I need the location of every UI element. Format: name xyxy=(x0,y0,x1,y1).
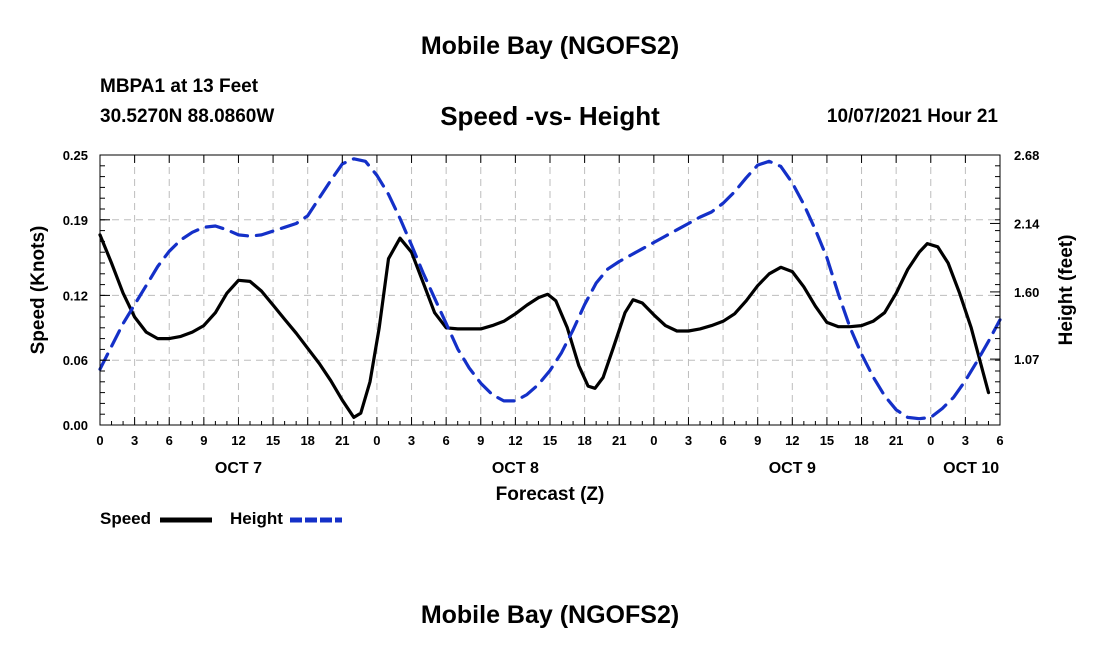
station-label: MBPA1 at 13 Feet xyxy=(100,76,259,97)
forecast-datetime: 10/07/2021 Hour 21 xyxy=(826,106,998,127)
page-title: Mobile Bay (NGOFS2) xyxy=(420,32,680,60)
x-tick-label: 6 xyxy=(166,433,173,448)
x-tick-label: 3 xyxy=(131,433,138,448)
x-tick-label: 12 xyxy=(785,433,799,448)
legend-label-height: Height xyxy=(230,509,283,528)
x-tick-label: 18 xyxy=(300,433,314,448)
x-tick-label: 9 xyxy=(477,433,484,448)
x-tick-label: 6 xyxy=(719,433,726,448)
y2-tick-label: 2.68 xyxy=(1014,148,1039,163)
legend-layer: Speed Height xyxy=(100,509,342,528)
x-tick-label: 18 xyxy=(854,433,868,448)
x-tick-label: 6 xyxy=(996,433,1003,448)
y2-axis-label: Height (feet) xyxy=(1056,235,1077,346)
x-tick-label: 21 xyxy=(335,433,349,448)
x-tick-label: 0 xyxy=(650,433,657,448)
x-tick-label: 15 xyxy=(820,433,834,448)
y-tick-label: 0.19 xyxy=(63,213,88,228)
series-line-height xyxy=(98,157,1002,421)
y2-tick-label: 1.60 xyxy=(1014,285,1039,300)
x-tick-label: 6 xyxy=(443,433,450,448)
chart-subtitle: Speed -vs- Height xyxy=(440,101,660,131)
x-tick-label: 15 xyxy=(266,433,280,448)
y-tick-label: 0.00 xyxy=(63,418,88,433)
x-tick-label: 0 xyxy=(373,433,380,448)
x-tick-label: 12 xyxy=(508,433,522,448)
x-tick-label: 21 xyxy=(889,433,903,448)
x-tick-label: 3 xyxy=(962,433,969,448)
y-axis-label: Speed (Knots) xyxy=(28,226,49,355)
x-tick-label: 3 xyxy=(408,433,415,448)
y-tick-label: 0.12 xyxy=(63,288,88,303)
date-label: OCT 9 xyxy=(769,460,816,477)
date-label: OCT 8 xyxy=(492,460,539,477)
x-axis-label: Forecast (Z) xyxy=(496,484,605,505)
x-tick-label: 9 xyxy=(754,433,761,448)
station-coordinates: 30.5270N 88.0860W xyxy=(100,106,275,127)
x-tick-label: 21 xyxy=(612,433,626,448)
series-line-speed xyxy=(98,233,991,419)
x-tick-label: 9 xyxy=(200,433,207,448)
x-tick-label: 15 xyxy=(543,433,557,448)
x-tick-label: 12 xyxy=(231,433,245,448)
y-tick-label: 0.25 xyxy=(63,148,88,163)
axis-layer: 0 3 6 9 12 15 18 21 0 3 6 9 12 15 18 21 0 3 6 9 12 15 18 21 0 3 6 O… xyxy=(28,148,1077,505)
x-tick-label: 0 xyxy=(927,433,934,448)
x-tick-label: 3 xyxy=(685,433,692,448)
y-tick-label: 0.06 xyxy=(63,353,88,368)
y2-tick-label: 2.14 xyxy=(1014,216,1040,231)
legend-label-speed: Speed xyxy=(100,509,151,528)
x-tick-label: 0 xyxy=(96,433,103,448)
footer-title: Mobile Bay (NGOFS2) xyxy=(420,601,680,629)
date-label: OCT 7 xyxy=(215,460,262,477)
y2-tick-label: 1.07 xyxy=(1014,352,1039,367)
x-tick-label: 18 xyxy=(577,433,591,448)
grid-layer xyxy=(100,155,1000,425)
series-layer xyxy=(98,157,1002,421)
date-label: OCT 10 xyxy=(943,460,999,477)
